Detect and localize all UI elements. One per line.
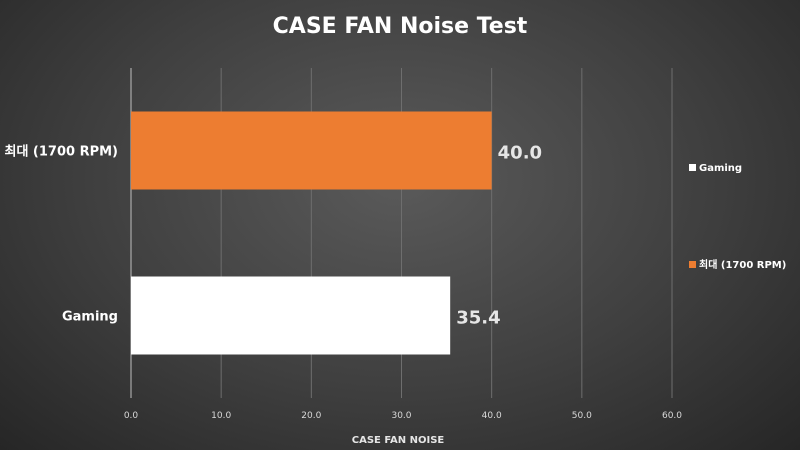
x-tick-label: 30.0	[391, 411, 411, 421]
x-tick-label: 20.0	[301, 411, 321, 421]
x-tick-label: 50.0	[572, 411, 592, 421]
x-tick-labels: 0.0 10.0 20.0 30.0 40.0 50.0 60.0	[124, 411, 682, 421]
data-label: 40.0	[498, 143, 542, 164]
category-labels: 최대 (1700 RPM) Gaming	[4, 145, 118, 325]
bar	[131, 276, 451, 355]
x-tick-label: 10.0	[211, 411, 231, 421]
data-label: 35.4	[456, 308, 500, 329]
legend-label: 최대 (1700 RPM)	[699, 258, 786, 271]
x-tick-label: 40.0	[482, 411, 502, 421]
x-axis-title: CASE FAN NOISE	[352, 435, 445, 446]
x-tick-label: 60.0	[662, 411, 682, 421]
chart-title: CASE FAN Noise Test	[273, 14, 528, 39]
legend-swatch	[689, 261, 696, 268]
x-tick-label: 0.0	[124, 411, 139, 421]
legend-swatch	[689, 164, 696, 171]
legend: Gaming 최대 (1700 RPM)	[689, 163, 786, 271]
bars: 40.0 35.4	[131, 111, 542, 355]
category-label: 최대 (1700 RPM)	[4, 145, 118, 160]
category-label: Gaming	[62, 310, 118, 325]
bar	[131, 111, 492, 190]
legend-label: Gaming	[699, 163, 742, 174]
